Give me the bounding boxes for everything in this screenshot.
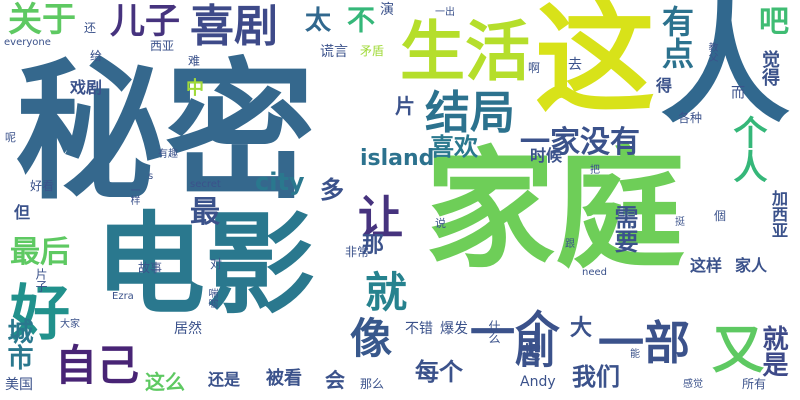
word: 演: [380, 2, 394, 18]
word: 多: [320, 176, 344, 204]
word: 喜欢: [430, 133, 478, 161]
word: 中: [186, 78, 204, 99]
word: 电影: [95, 201, 315, 329]
word: 太: [305, 6, 332, 36]
word: 被看: [266, 368, 302, 389]
word: 那么: [360, 377, 385, 391]
word: 居然: [174, 321, 202, 337]
word: 这: [535, 0, 655, 129]
word: island: [360, 146, 435, 171]
word: 一家没有: [520, 125, 640, 160]
word: 一起: [519, 325, 540, 361]
word: 对: [210, 257, 223, 271]
word: 爆发: [440, 321, 468, 337]
word: 又: [712, 321, 765, 381]
word: 我们: [572, 363, 620, 391]
word: 那: [362, 233, 385, 258]
word: 片子: [34, 268, 48, 292]
word: s: [148, 171, 154, 182]
word: 结局: [425, 86, 516, 139]
word: 感觉: [683, 379, 703, 390]
word: 生活: [400, 15, 531, 90]
word: 一样: [128, 185, 139, 205]
word: 西亚: [150, 39, 175, 53]
word: 这么: [145, 370, 185, 394]
word: 喜剧: [190, 1, 278, 52]
word: 时候: [530, 146, 563, 165]
word: 城市: [3, 318, 33, 370]
word: 剧: [515, 327, 555, 373]
word: 还: [84, 21, 97, 35]
word: secret: [190, 179, 221, 190]
word: 故事: [138, 261, 163, 275]
word: 好: [10, 279, 70, 349]
word: 而: [729, 85, 745, 99]
word: 啊: [528, 61, 541, 75]
word: 美国: [5, 377, 33, 393]
word: 所有: [742, 377, 767, 391]
word: 关于: [8, 0, 76, 40]
word: 每个: [415, 358, 463, 386]
word: 谎言: [320, 44, 348, 60]
word: 个人: [727, 115, 767, 183]
word: 個: [714, 209, 727, 223]
word: 戏剧: [70, 78, 103, 97]
word: 大: [570, 316, 593, 341]
word: 挺: [675, 217, 685, 228]
word: 还是: [208, 370, 241, 389]
word: 跟: [565, 239, 575, 250]
word: 就: [365, 268, 408, 317]
word: need: [582, 267, 607, 278]
word: 一个: [470, 306, 561, 359]
word: 呢: [5, 131, 16, 144]
word: 难: [188, 54, 201, 68]
word: 自己: [55, 341, 140, 390]
word: city: [255, 168, 305, 196]
word: 让: [358, 191, 404, 244]
word: 给: [90, 49, 103, 63]
word: 最: [190, 195, 220, 230]
word: 最后: [10, 235, 70, 270]
word: 就是: [758, 325, 788, 377]
word: 不: [343, 5, 376, 33]
word: 说: [435, 217, 446, 230]
word: 去: [568, 57, 582, 73]
word: 需要: [610, 205, 638, 253]
word: 得: [656, 76, 673, 95]
word: 不错: [405, 321, 433, 337]
word: 吧: [753, 5, 788, 35]
word: 教父: [706, 42, 717, 62]
word: 片: [395, 94, 415, 118]
word: 什么: [487, 320, 501, 344]
word: 像: [350, 314, 393, 363]
word: 会: [325, 368, 345, 392]
word: 有点: [657, 5, 695, 69]
word: Ezra: [112, 291, 134, 302]
word: 家人: [735, 256, 768, 275]
word: 大家: [60, 319, 80, 330]
word: 矛盾: [360, 44, 385, 58]
word: 好看: [30, 179, 55, 193]
word: everyone: [4, 37, 51, 48]
word: 人: [660, 0, 791, 141]
word: 能: [630, 349, 640, 360]
word: 把: [590, 165, 600, 176]
word: 这样: [690, 256, 723, 275]
word: 加西亚: [769, 190, 788, 238]
word: 一出: [435, 7, 455, 18]
word: 家庭: [425, 134, 686, 286]
word: 有趣: [158, 149, 178, 160]
word: 儿子: [110, 2, 181, 42]
word: 一部: [598, 316, 690, 370]
word: 秘密: [15, 46, 316, 220]
word: 喘嘘: [206, 288, 217, 308]
word: 非常: [345, 245, 370, 259]
word: Andy: [520, 374, 556, 390]
word: 各种: [678, 111, 703, 125]
word: 觉得: [759, 50, 780, 86]
word: 但: [14, 203, 31, 222]
